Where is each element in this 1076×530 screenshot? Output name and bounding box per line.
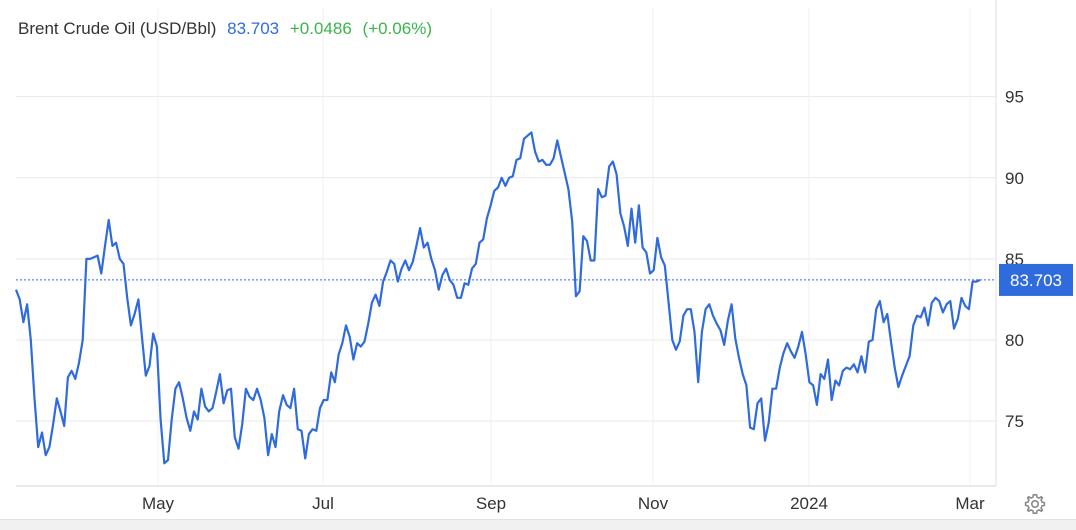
price-series-line[interactable] (14, 131, 981, 465)
price-change-percent: (+0.06%) (362, 19, 432, 38)
chart-header: Brent Crude Oil (USD/Bbl) 83.703 +0.0486… (18, 18, 438, 40)
current-price: 83.703 (227, 19, 280, 38)
price-change: +0.0486 (289, 19, 352, 38)
gear-icon[interactable] (1023, 492, 1047, 516)
chart-footer-strip (0, 519, 1076, 530)
y-tick-label: 90 (1005, 169, 1024, 188)
current-price-tag-label: 83.703 (1010, 271, 1062, 290)
x-tick-label: May (142, 494, 175, 513)
y-tick-label: 95 (1005, 88, 1024, 107)
y-tick-label: 75 (1005, 412, 1024, 431)
y-tick-label: 80 (1005, 331, 1024, 350)
current-price-tag (999, 263, 1073, 296)
instrument-title: Brent Crude Oil (USD/Bbl) (18, 19, 217, 38)
x-tick-label: Jul (312, 494, 334, 513)
x-tick-label: 2024 (790, 494, 828, 513)
x-tick-label: Mar (955, 494, 985, 513)
x-tick-label: Nov (638, 494, 669, 513)
x-tick-label: Sep (476, 494, 506, 513)
